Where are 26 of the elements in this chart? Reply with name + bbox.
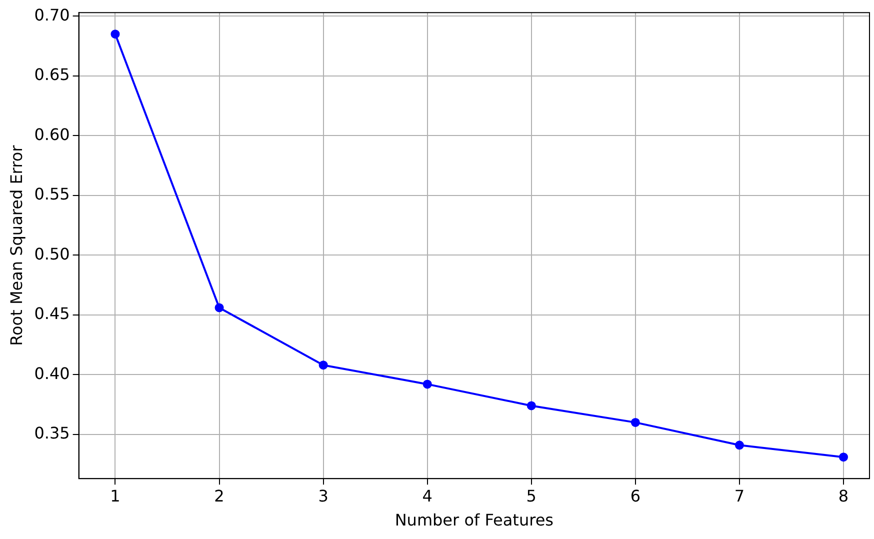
- point: [630, 418, 640, 427]
- x-tick-label: 6: [630, 486, 641, 506]
- y-tick-label: 0.40: [34, 364, 70, 383]
- point: [110, 30, 120, 39]
- y-tick-label: 0.55: [34, 184, 70, 204]
- x-tick-label: 7: [734, 486, 745, 506]
- y-tick-label: 0.45: [34, 304, 70, 324]
- y-tick-label: 0.50: [34, 244, 70, 264]
- point: [526, 401, 536, 410]
- y-tick-label: 0.70: [34, 5, 70, 24]
- point: [734, 440, 744, 450]
- y-tick-label: 0.65: [34, 65, 70, 84]
- x-tick-label: 2: [214, 486, 224, 506]
- x-tick-label: 8: [838, 486, 849, 506]
- x-axis-title: Number of Features: [394, 510, 554, 530]
- point: [318, 360, 328, 370]
- x-tick-label: 3: [318, 486, 328, 506]
- point: [838, 452, 848, 462]
- x-tick-label: 1: [110, 486, 120, 506]
- y-tick-label: 0.60: [34, 124, 70, 144]
- point: [214, 303, 224, 312]
- y-tick-label: 0.35: [34, 424, 70, 443]
- point: [422, 380, 432, 389]
- x-tick-label: 4: [422, 486, 432, 506]
- x-tick-label: 5: [526, 486, 536, 506]
- y-axis-title: Root Mean Squared Error: [6, 144, 26, 346]
